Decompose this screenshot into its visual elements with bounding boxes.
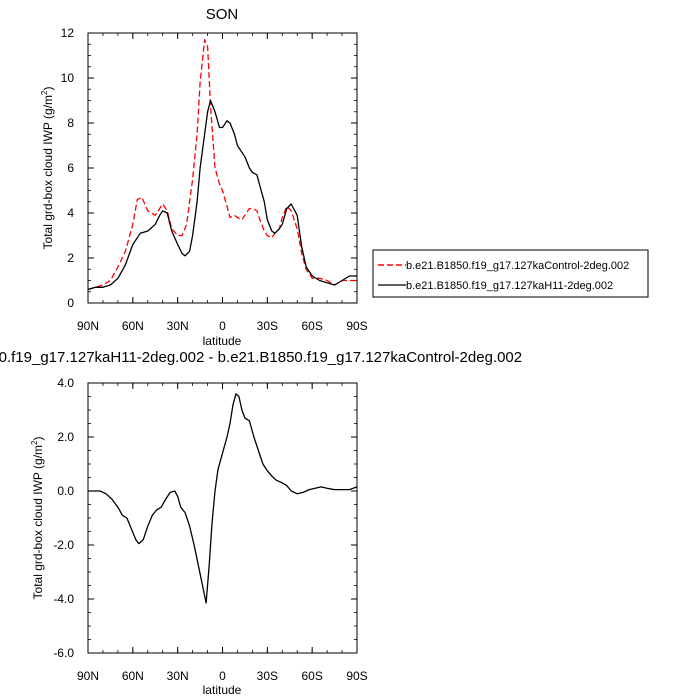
bottom-y-tick-label: 0.0: [57, 484, 74, 498]
top-y-tick-label: 2: [67, 251, 74, 265]
top-series-group: [87, 39, 357, 291]
bottom-y-tick-label: -4.0: [53, 592, 74, 606]
bottom-y-tick-label: 4.0: [57, 376, 74, 390]
top-x-tick-label: 60S: [301, 319, 322, 333]
top-x-axis-label: latitude: [203, 334, 242, 348]
bottom-y-tick-label: -2.0: [53, 538, 74, 552]
bottom-plot-frame: [87, 382, 358, 654]
legend-label-control: b.e21.B1850.f19_g17.127kaControl-2deg.00…: [406, 260, 629, 272]
top-series-line-0: [87, 39, 357, 291]
bottom-series-group: [88, 393, 358, 604]
bottom-x-tick-label: 0: [219, 669, 226, 683]
bottom-y-ticks: -6.0 -4.0 -2.0 0.0 2.0 4.0: [53, 376, 357, 660]
top-y-axis-label: Total grd-box cloud IWP (g/m2): [40, 87, 55, 250]
top-y-tick-label: 4: [67, 206, 74, 220]
top-x-tick-label: 90N: [77, 319, 99, 333]
top-y-ticks: 0 2 4 6 8 10 12: [61, 26, 357, 310]
bottom-y-axis-label: Total grd-box cloud IWP (g/m2): [30, 437, 45, 600]
bottom-series-line-0: [88, 393, 358, 604]
top-series-line-1: [87, 99, 357, 291]
bottom-x-tick-label: 60S: [301, 669, 322, 683]
bottom-y-tick-label: -6.0: [53, 646, 74, 660]
top-x-tick-label: 90S: [346, 319, 367, 333]
top-y-tick-label: 8: [67, 116, 74, 130]
bottom-panel: b.e21.B1850.f19_g17.127kaH11-2deg.002 - …: [0, 349, 522, 697]
top-x-tick-label: 30N: [167, 319, 189, 333]
top-x-tick-label: 60N: [122, 319, 144, 333]
legend: b.e21.B1850.f19_g17.127kaControl-2deg.00…: [372, 249, 649, 298]
top-chart-title: SON: [206, 6, 239, 23]
top-x-tick-label: 0: [219, 319, 226, 333]
bottom-x-axis-label: latitude: [203, 683, 242, 697]
bottom-chart-title: b.e21.B1850.f19_g17.127kaH11-2deg.002 - …: [0, 349, 522, 366]
bottom-x-tick-label: 90N: [77, 669, 99, 683]
top-y-tick-label: 0: [67, 296, 74, 310]
top-y-tick-label: 12: [61, 26, 75, 40]
top-y-tick-label: 6: [67, 161, 74, 175]
top-plot-frame: [87, 32, 358, 304]
bottom-x-ticks: 90N 60N 30N 0 30S 60S 90S: [77, 383, 368, 683]
bottom-x-tick-label: 30N: [167, 669, 189, 683]
legend-box: [372, 249, 649, 298]
top-y-tick-label: 10: [61, 71, 75, 85]
bottom-x-tick-label: 30S: [257, 669, 278, 683]
bottom-x-tick-label: 60N: [122, 669, 144, 683]
legend-label-h11: b.e21.B1850.f19_g17.127kaH11-2deg.002: [406, 280, 613, 292]
top-panel: SON 0 2 4 6 8 10 12 90N 60N 30N 0 30S 60S 90S latitu…: [40, 6, 649, 348]
bottom-x-tick-label: 90S: [346, 669, 367, 683]
bottom-y-tick-label: 2.0: [57, 430, 74, 444]
top-x-ticks: 90N 60N 30N 0 30S 60S 90S: [77, 33, 368, 333]
top-x-tick-label: 30S: [257, 319, 278, 333]
